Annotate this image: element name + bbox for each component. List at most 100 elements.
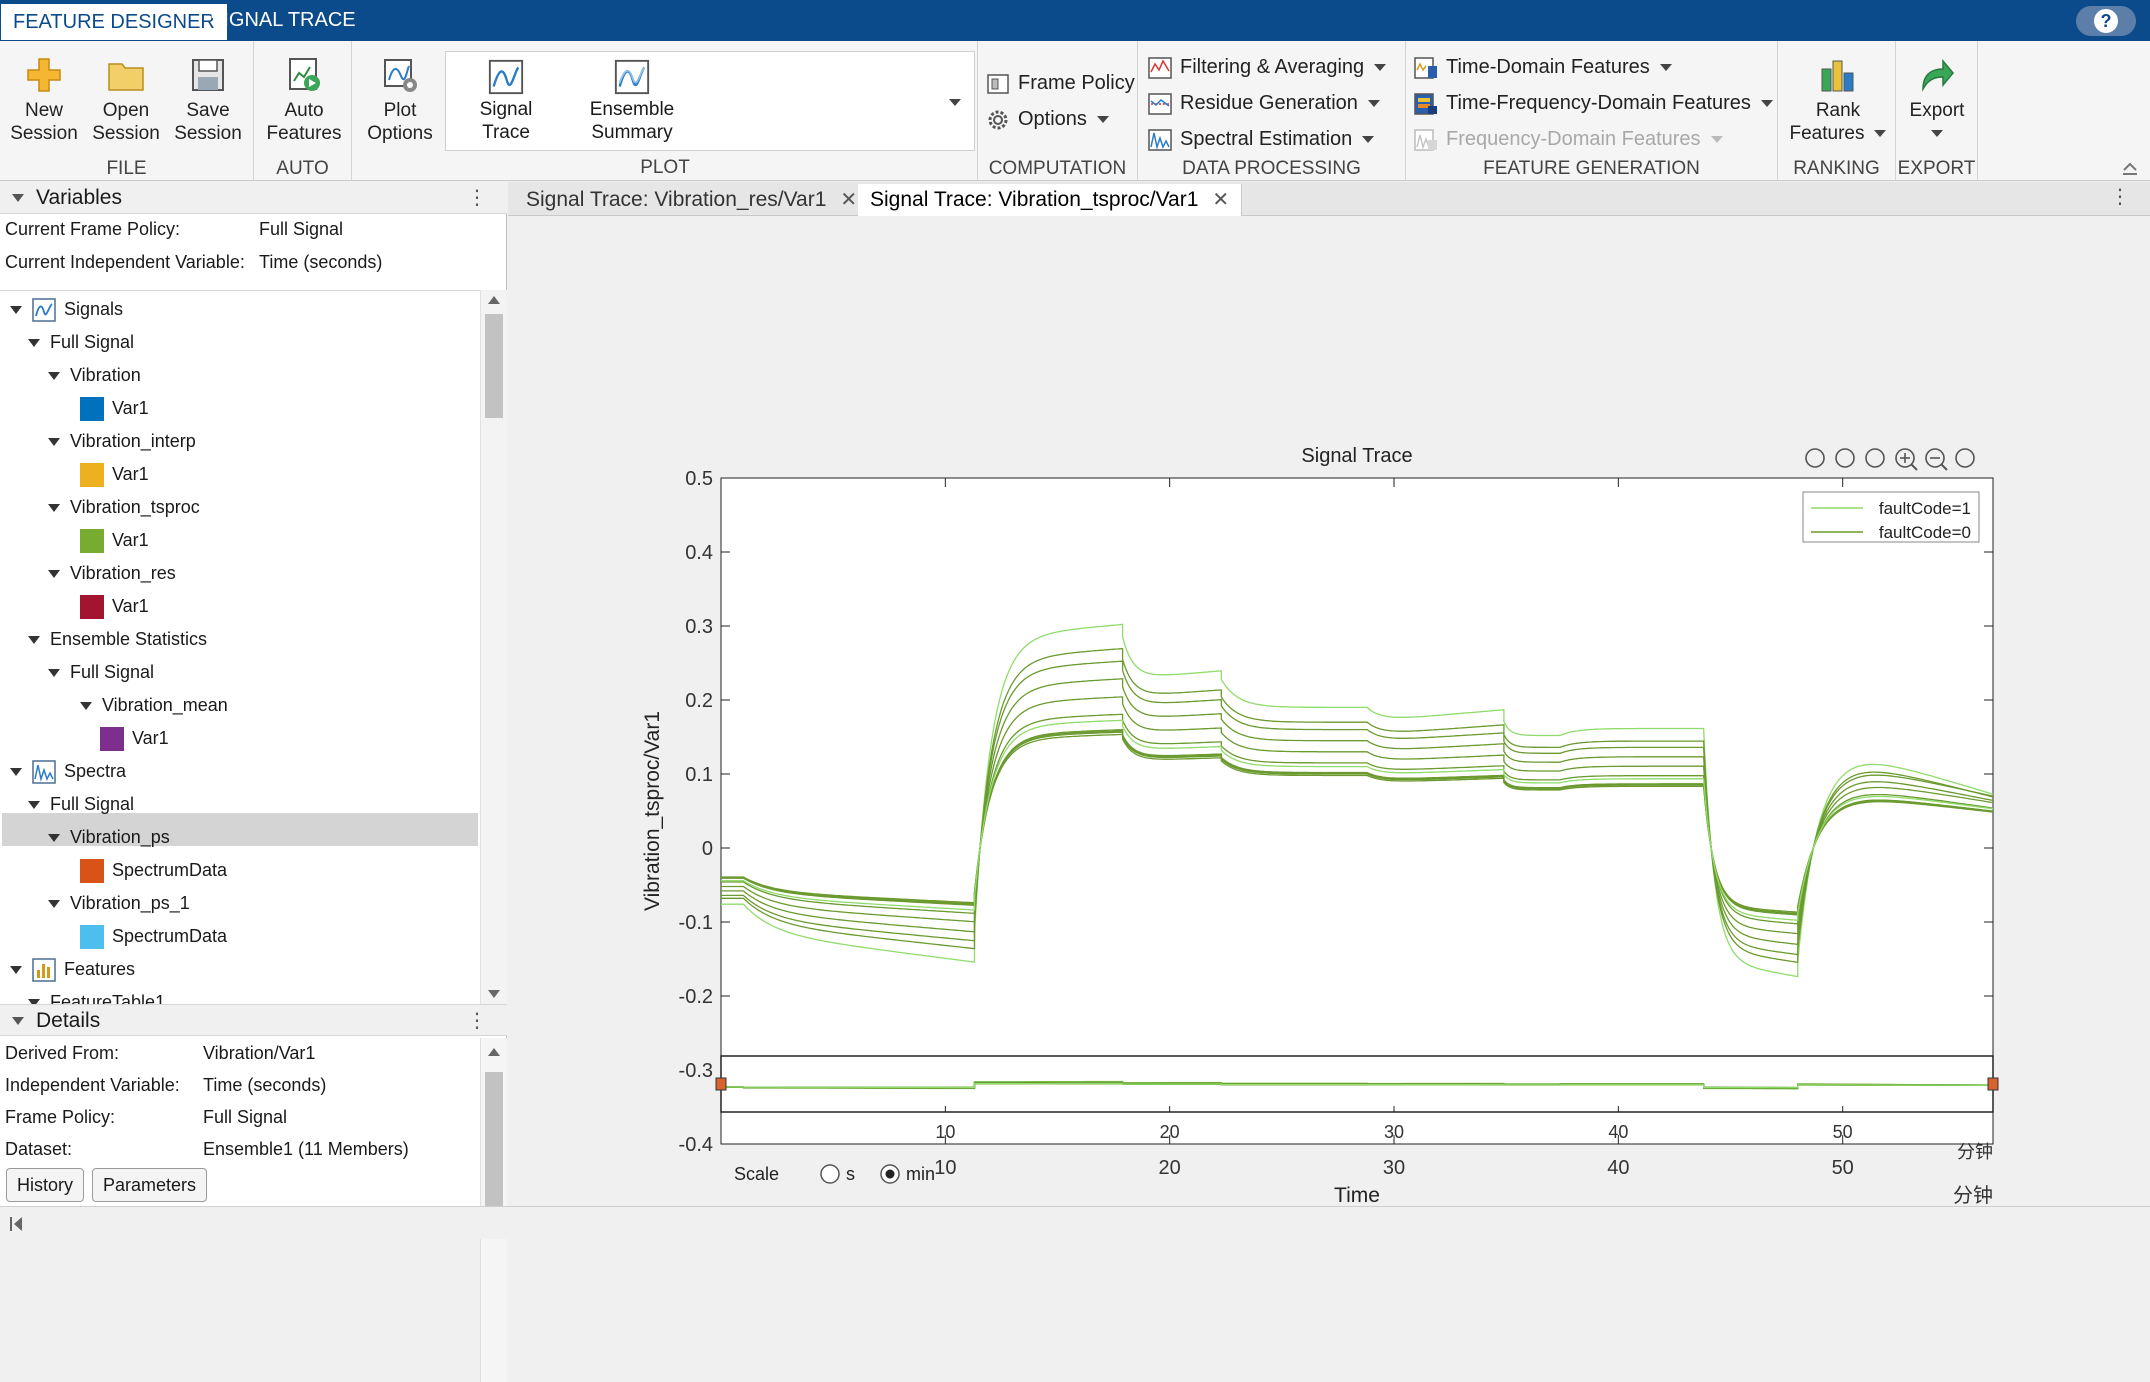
overview-right-handle[interactable] xyxy=(1987,1077,1999,1091)
tree-node[interactable]: Vibration_mean xyxy=(80,689,228,722)
parameters-button[interactable]: Parameters xyxy=(92,1168,208,1202)
tree-node[interactable]: Var1 xyxy=(80,524,149,557)
auto-features-button[interactable]: Auto Features xyxy=(264,55,344,145)
series-line xyxy=(721,730,1994,915)
rank-features-label: Rank Features xyxy=(1789,100,1865,144)
x-tick-label: 40 xyxy=(1607,1157,1629,1179)
expand-triangle-icon[interactable] xyxy=(10,306,22,315)
frequency-domain-features-button[interactable]: Frequency-Domain Features xyxy=(1414,123,1723,155)
tree-node[interactable]: Var1 xyxy=(80,590,149,623)
home-icon[interactable] xyxy=(1955,448,1975,468)
tree-node-label: Full Signal xyxy=(50,794,135,814)
brush-icon[interactable] xyxy=(1805,448,1825,468)
scroll-down-icon[interactable] xyxy=(488,990,500,998)
zoom-out-icon[interactable] xyxy=(1925,448,1945,468)
tree-node[interactable]: Var1 xyxy=(80,458,149,491)
pan-icon[interactable] xyxy=(1865,448,1885,468)
tree-node[interactable]: Vibration_tsproc xyxy=(48,491,200,524)
options-button[interactable]: Options xyxy=(986,103,1109,135)
tree-node[interactable]: SpectrumData xyxy=(80,854,227,887)
tree-scrollbar[interactable] xyxy=(480,290,507,1004)
scroll-up-icon[interactable] xyxy=(488,1048,500,1056)
go-to-start-icon[interactable] xyxy=(8,1215,24,1233)
expand-triangle-icon[interactable] xyxy=(80,702,92,711)
tree-node[interactable]: Var1 xyxy=(100,722,169,755)
history-button[interactable]: History xyxy=(6,1168,85,1202)
expand-triangle-icon[interactable] xyxy=(48,504,60,513)
residue-generation-button[interactable]: Residue Generation xyxy=(1148,87,1380,119)
tab-vibration-tsproc[interactable]: Signal Trace: Vibration_tsproc/Var1 ✕ xyxy=(858,184,1243,216)
tree-node-label: Signals xyxy=(64,299,124,319)
signal-trace-button[interactable]: Signal Trace xyxy=(456,58,556,144)
more-options-icon[interactable]: ⋮ xyxy=(467,1010,487,1032)
help-button[interactable]: ? xyxy=(2076,6,2136,36)
tree-node[interactable]: Vibration_res xyxy=(48,557,176,590)
tree-node[interactable]: Full Signal xyxy=(28,326,134,359)
variables-title: Variables xyxy=(36,186,122,209)
tree-node[interactable]: Full Signal xyxy=(28,788,134,821)
tree-node[interactable]: Signals xyxy=(10,293,123,326)
expand-triangle-icon[interactable] xyxy=(10,768,22,777)
tree-node[interactable]: Vibration_ps_1 xyxy=(48,887,190,920)
gallery-expand-button[interactable] xyxy=(940,51,970,151)
series-line xyxy=(721,713,1994,925)
tree-node[interactable]: Vibration_ps xyxy=(48,821,170,854)
tree-node-label: Var1 xyxy=(112,464,149,484)
tab-feature-designer[interactable]: FEATURE DESIGNER xyxy=(0,3,228,41)
rank-features-button[interactable]: Rank Features xyxy=(1786,55,1890,145)
expand-triangle-icon[interactable] xyxy=(48,570,60,579)
time-domain-features-button[interactable]: Time-Domain Features xyxy=(1414,51,1672,83)
expand-triangle-icon[interactable] xyxy=(28,339,40,348)
plot-options-button[interactable]: Plot Options xyxy=(360,55,440,145)
export-button[interactable]: Export xyxy=(1900,55,1974,145)
expand-triangle-icon[interactable] xyxy=(48,438,60,447)
tree-node[interactable]: Ensemble Statistics xyxy=(28,623,207,656)
expand-triangle-icon[interactable] xyxy=(48,372,60,381)
freq-domain-label: Frequency-Domain Features xyxy=(1446,128,1701,150)
zoom-in-icon[interactable] xyxy=(1895,448,1915,468)
tree-node[interactable]: Full Signal xyxy=(48,656,154,689)
open-session-button[interactable]: Open Session xyxy=(90,55,162,145)
scale-radio-s[interactable] xyxy=(820,1164,840,1184)
tree-node[interactable]: Spectra xyxy=(10,755,126,788)
expand-triangle-icon[interactable] xyxy=(10,966,22,975)
expand-triangle-icon[interactable] xyxy=(48,669,60,678)
expand-triangle-icon[interactable] xyxy=(28,999,40,1004)
ensemble-summary-button[interactable]: Ensemble Summary xyxy=(572,58,692,144)
more-options-icon[interactable]: ⋮ xyxy=(467,187,487,209)
collapse-triangle-icon xyxy=(12,194,24,202)
tree-node[interactable]: Features xyxy=(10,953,135,986)
tree-node[interactable]: FeatureTable1 xyxy=(28,986,165,1004)
tree-node[interactable]: SpectrumData xyxy=(80,920,227,953)
expand-triangle-icon[interactable] xyxy=(48,834,60,843)
overview-x-tick-label: 30 xyxy=(1384,1122,1404,1142)
frame-policy-button[interactable]: Frame Policy xyxy=(986,67,1135,99)
more-options-icon[interactable]: ⋮ xyxy=(2110,186,2130,208)
scroll-up-icon[interactable] xyxy=(488,296,500,304)
close-icon[interactable]: ✕ xyxy=(1212,189,1230,211)
plot-axes-box xyxy=(720,477,1994,1145)
tree-node[interactable]: Vibration xyxy=(48,359,141,392)
restore-view-icon[interactable] xyxy=(1835,448,1855,468)
close-icon[interactable]: ✕ xyxy=(840,189,858,211)
new-session-button[interactable]: New Session xyxy=(8,55,80,145)
time-frequency-features-button[interactable]: Time-Frequency-Domain Features xyxy=(1414,87,1773,119)
collapse-ribbon-icon[interactable] xyxy=(2120,157,2140,177)
tree-node-label: Features xyxy=(64,959,136,979)
tree-node[interactable]: Vibration_interp xyxy=(48,425,196,458)
variables-panel-header[interactable]: Variables ⋮ xyxy=(0,182,507,214)
filtering-averaging-button[interactable]: Filtering & Averaging xyxy=(1148,51,1387,83)
save-session-button[interactable]: Save Session xyxy=(172,55,244,145)
details-panel-header[interactable]: Details ⋮ xyxy=(0,1004,507,1036)
spectral-estimation-button[interactable]: Spectral Estimation xyxy=(1148,123,1375,155)
tree-node[interactable]: Var1 xyxy=(80,392,149,425)
tab-vibration-res[interactable]: Signal Trace: Vibration_res/Var1 ✕ xyxy=(514,184,871,216)
tab-signal-trace[interactable]: SIGNAL TRACE xyxy=(210,9,356,31)
signal-trace-figure[interactable]: Signal Trace 0.5 0.4 0.3 0.2 0.1 0 -0.1 -0.2 -0.3… xyxy=(508,217,2150,1222)
tree-scrollbar-thumb[interactable] xyxy=(485,314,503,418)
overview-left-handle[interactable] xyxy=(715,1077,727,1091)
expand-triangle-icon[interactable] xyxy=(48,900,60,909)
details-scrollbar-thumb[interactable] xyxy=(485,1072,503,1206)
expand-triangle-icon[interactable] xyxy=(28,636,40,645)
expand-triangle-icon[interactable] xyxy=(28,801,40,810)
